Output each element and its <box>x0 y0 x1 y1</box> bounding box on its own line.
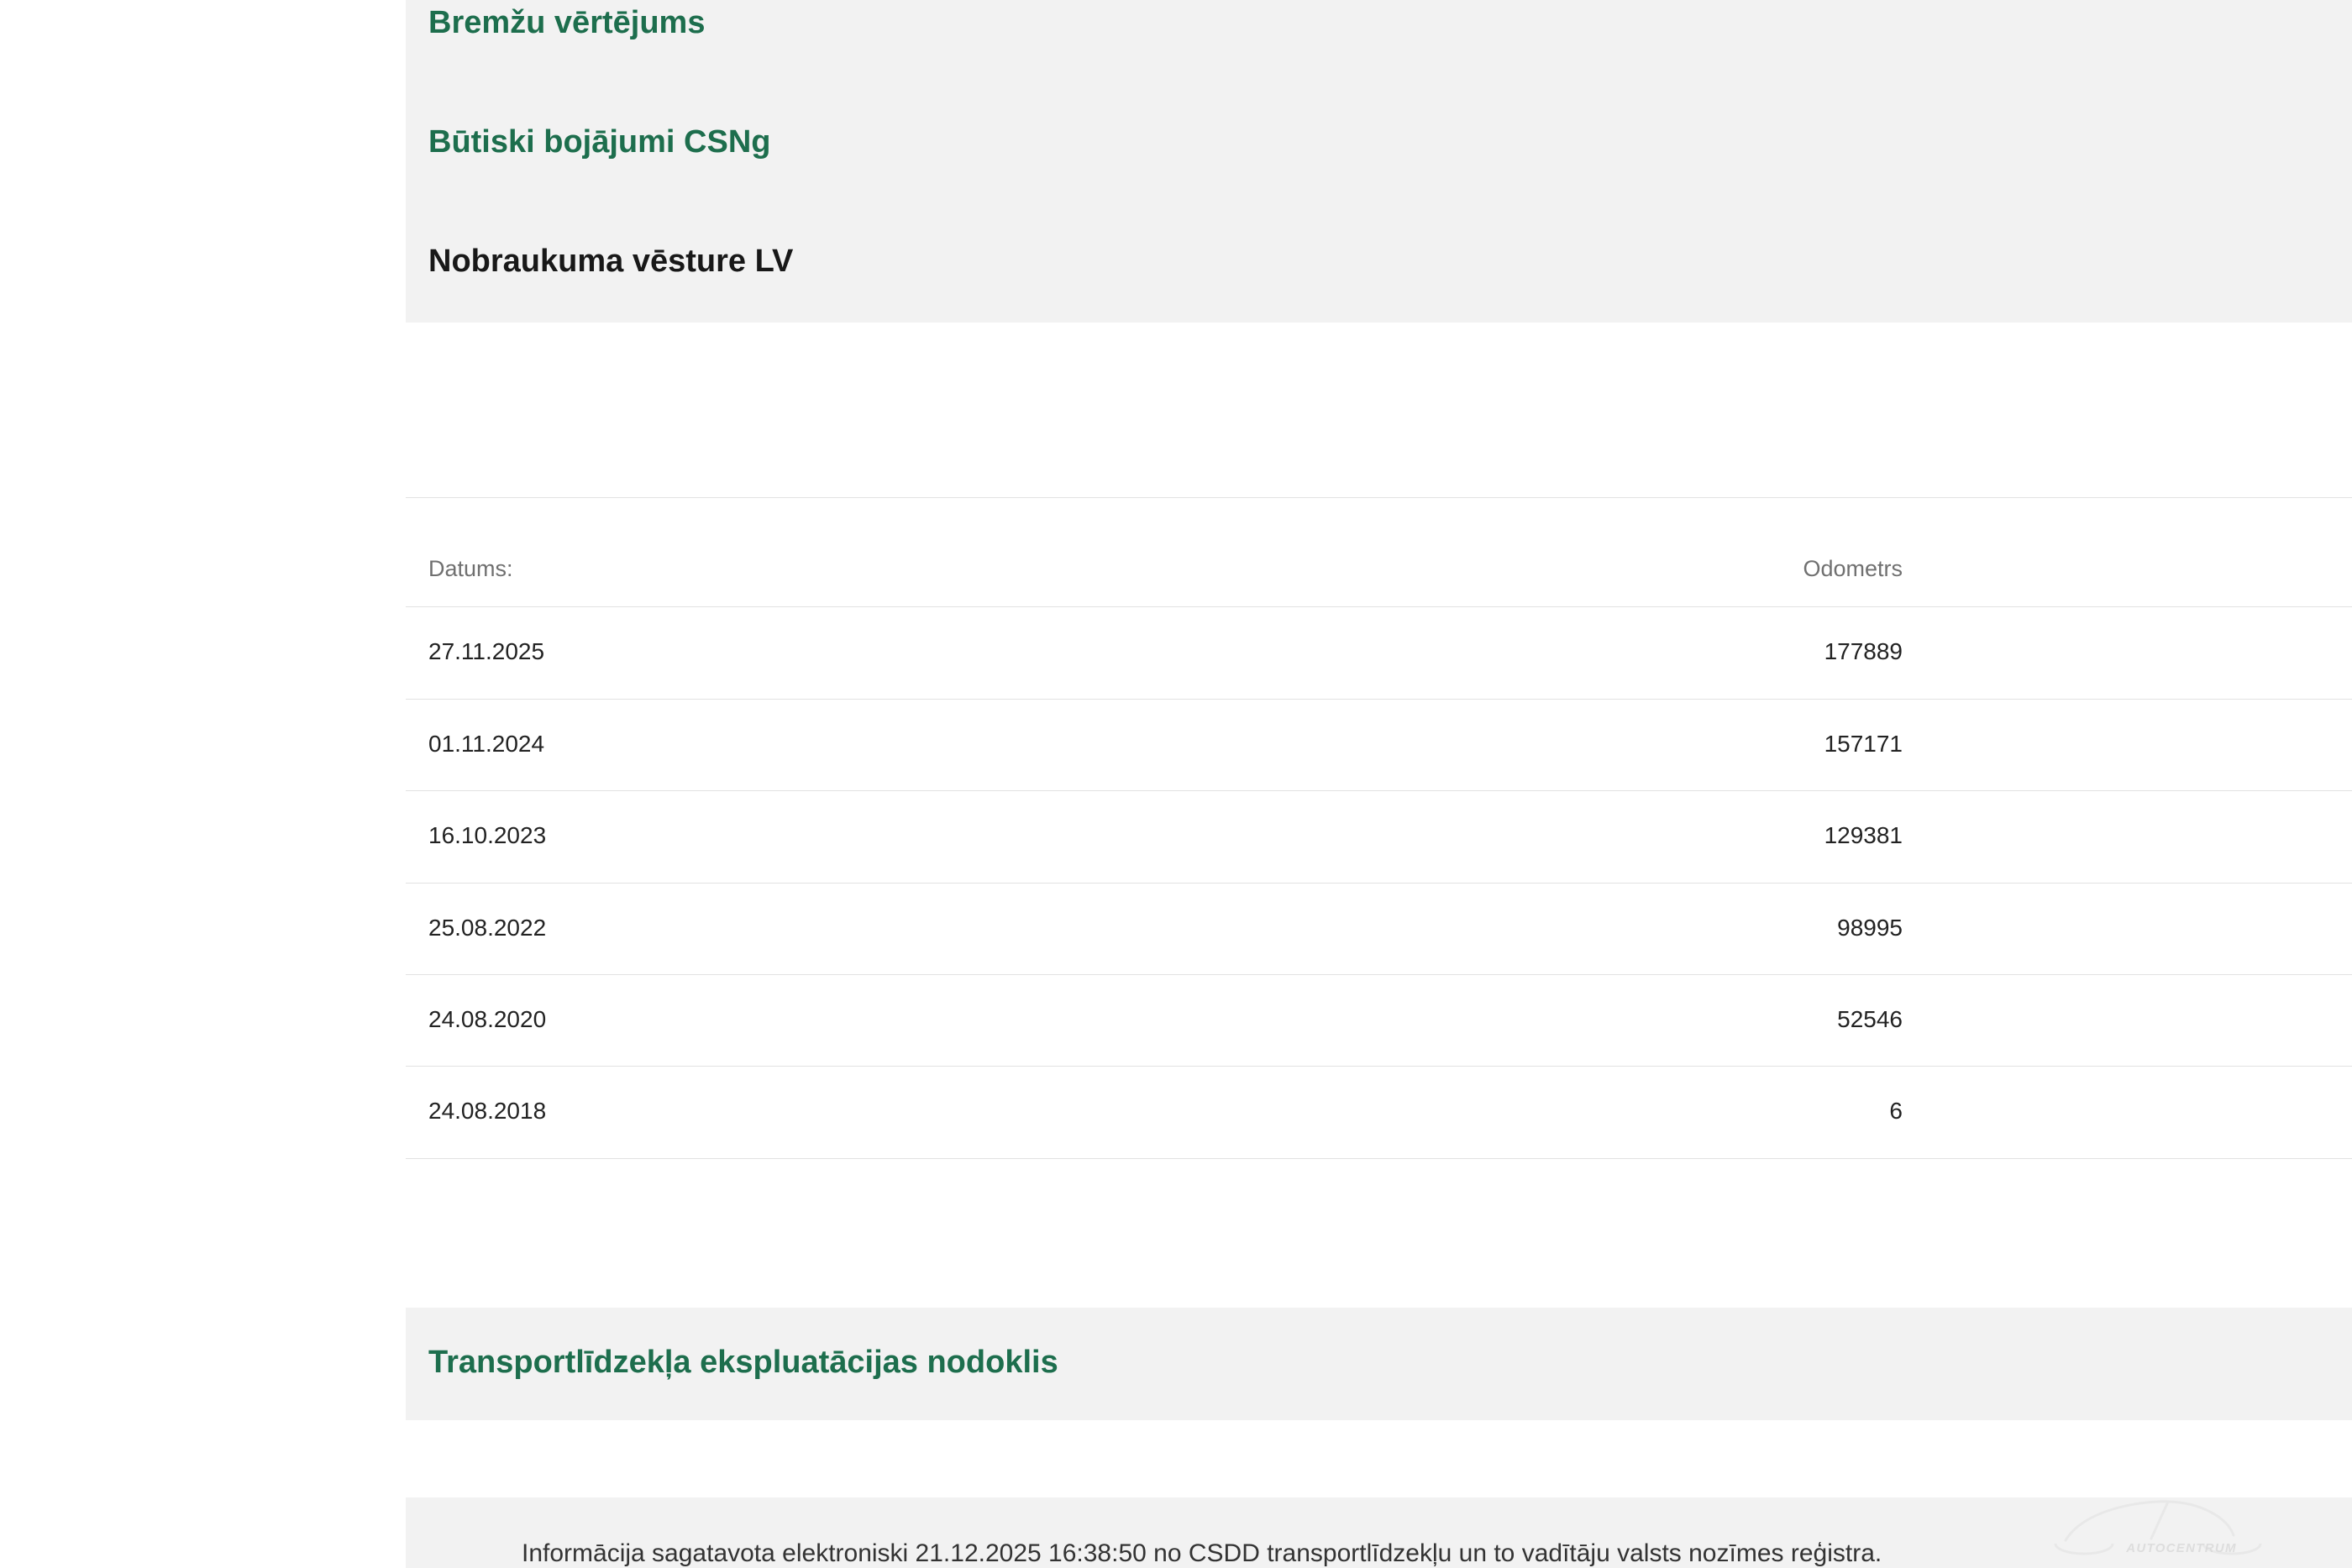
svg-text:AUTOCENTRUM: AUTOCENTRUM <box>2125 1541 2237 1555</box>
